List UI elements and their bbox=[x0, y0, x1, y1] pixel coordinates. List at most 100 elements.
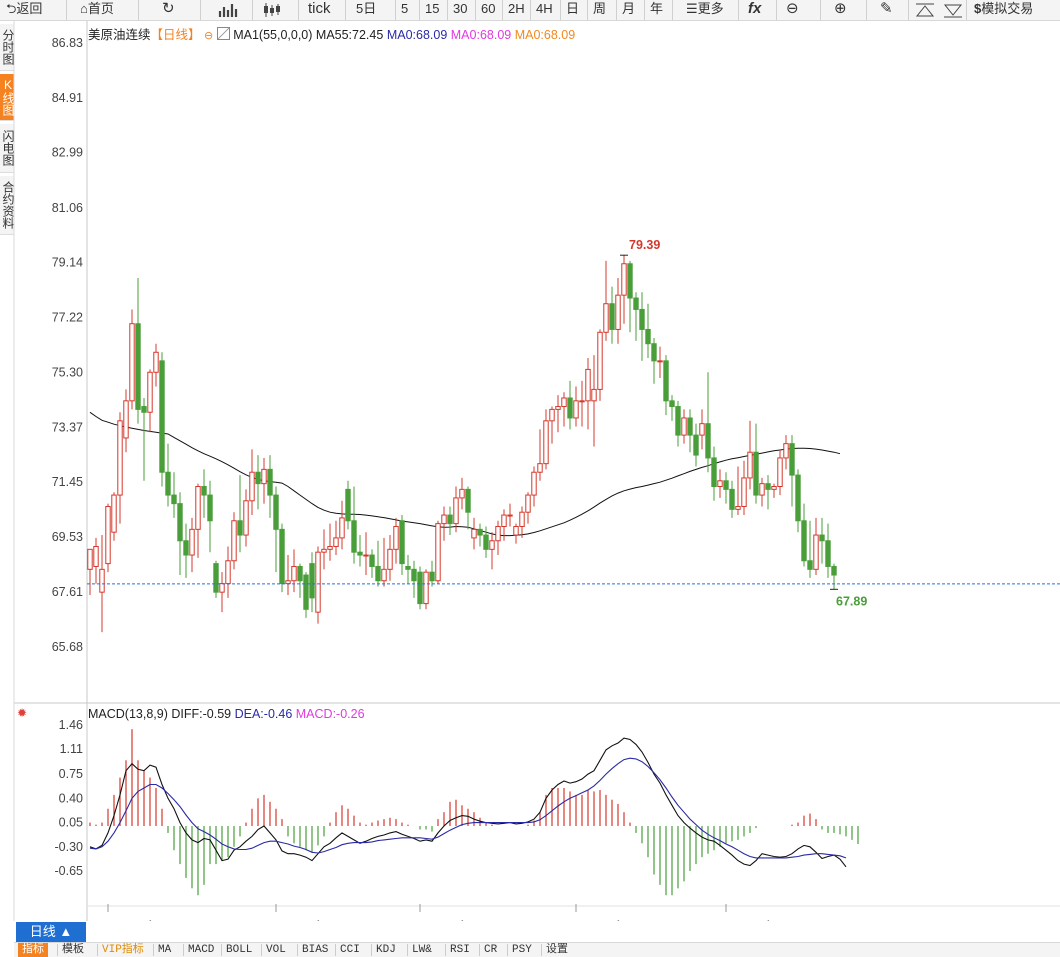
settings-icon[interactable]: ⊖ bbox=[204, 30, 214, 42]
candle-body bbox=[207, 494, 213, 522]
dollar-icon: $ bbox=[974, 1, 982, 16]
candle-body bbox=[555, 406, 561, 410]
candle-body bbox=[591, 388, 597, 402]
ma55-label: MA55:72.45 bbox=[315, 28, 384, 42]
last-price-label: 67.89 bbox=[836, 594, 867, 608]
candle-body bbox=[783, 443, 789, 459]
period-button[interactable]: 5日 bbox=[356, 1, 377, 16]
candle-body bbox=[87, 548, 93, 570]
side-tab[interactable]: 分时图 bbox=[0, 24, 15, 71]
indicator-tab[interactable]: CCI bbox=[340, 944, 360, 956]
candle-body bbox=[615, 294, 621, 330]
candle-body bbox=[273, 494, 279, 530]
period-button[interactable]: 15 bbox=[425, 1, 440, 16]
more-button[interactable]: ☰更多 bbox=[686, 1, 724, 16]
indicator-tab[interactable]: 指标 bbox=[18, 943, 48, 957]
back-button[interactable]: ⮌返回 bbox=[6, 1, 43, 16]
period-button[interactable]: 年 bbox=[650, 1, 664, 16]
candle-body bbox=[423, 571, 429, 605]
period-button[interactable]: 4H bbox=[536, 1, 553, 16]
candle-body bbox=[723, 480, 729, 490]
candle-body bbox=[735, 505, 741, 510]
candle-body bbox=[453, 497, 459, 525]
period-selector[interactable]: 日线 ▲ bbox=[16, 922, 86, 942]
dea-label: DEA:-0.46 bbox=[234, 707, 293, 721]
indicator-tab[interactable]: VOL bbox=[266, 944, 286, 956]
candle-body bbox=[93, 545, 99, 567]
candle-body bbox=[597, 331, 603, 390]
candle-body bbox=[225, 560, 231, 585]
candle-body bbox=[561, 397, 567, 408]
tick-button[interactable]: tick bbox=[308, 0, 331, 17]
candle-body bbox=[663, 360, 669, 402]
price-tick-label: 79.14 bbox=[52, 256, 83, 270]
candle-body bbox=[801, 520, 807, 562]
indicator-tab[interactable]: MACD bbox=[188, 944, 215, 956]
ma55-line bbox=[89, 411, 841, 537]
period-button[interactable]: 月 bbox=[622, 1, 636, 16]
indicator-tab[interactable]: CR bbox=[484, 944, 498, 956]
candle-body bbox=[243, 500, 249, 536]
side-tab[interactable]: 闪电图 bbox=[0, 124, 15, 173]
indicator-tab[interactable]: KDJ bbox=[376, 944, 396, 956]
indicator-tab[interactable]: BIAS bbox=[302, 944, 329, 956]
period-button[interactable]: 60 bbox=[481, 1, 496, 16]
down-triangle-icon bbox=[943, 4, 963, 18]
candle-body bbox=[729, 488, 735, 510]
zoom-out-icon: ⊖ bbox=[786, 0, 799, 17]
candle-body bbox=[345, 488, 351, 522]
sim-trade-button[interactable]: $模拟交易 bbox=[974, 1, 1034, 16]
indicator-tab[interactable]: PSY bbox=[512, 944, 532, 956]
menu-icon: ☰ bbox=[686, 1, 698, 16]
candle-style-button[interactable] bbox=[262, 0, 282, 20]
candle-body bbox=[339, 517, 345, 539]
candle-body bbox=[483, 534, 489, 550]
period-button[interactable]: 5 bbox=[401, 1, 409, 16]
candle-body bbox=[699, 423, 705, 436]
candle-body bbox=[627, 263, 633, 299]
candle-body bbox=[501, 514, 507, 527]
formula-button[interactable]: fx bbox=[748, 0, 762, 17]
indicator-tab[interactable]: BOLL bbox=[226, 944, 253, 956]
home-button[interactable]: ⌂首页 bbox=[80, 1, 114, 16]
candle-body bbox=[201, 486, 207, 496]
indicator-tab[interactable]: LW& bbox=[412, 944, 432, 956]
zoom-out-button[interactable]: ⊖ bbox=[786, 0, 799, 20]
draw-button[interactable]: ✎ bbox=[880, 0, 893, 20]
indicator-tab[interactable]: 设置 bbox=[546, 944, 568, 956]
candle-body bbox=[579, 400, 585, 403]
candle-body bbox=[633, 297, 639, 310]
candle-body bbox=[351, 520, 357, 553]
side-tab[interactable]: K线图 bbox=[0, 74, 15, 121]
x-tick-label: 2024/11 bbox=[288, 919, 333, 921]
indicator-tab[interactable]: VIP指标 bbox=[102, 944, 144, 956]
candle-body bbox=[129, 323, 135, 402]
candle-body bbox=[771, 486, 777, 490]
indicator-tab[interactable]: 模板 bbox=[62, 944, 84, 956]
period-button[interactable]: 30 bbox=[453, 1, 468, 16]
indicator-tab[interactable]: RSI bbox=[450, 944, 470, 956]
indicator-icon[interactable] bbox=[216, 27, 230, 40]
price-tick-label: 81.06 bbox=[52, 201, 83, 215]
candle-body bbox=[111, 494, 117, 533]
period-button[interactable]: 日 bbox=[566, 1, 580, 16]
chart-type-button[interactable] bbox=[218, 0, 238, 20]
candle-body bbox=[519, 511, 525, 527]
candle-body bbox=[159, 360, 165, 473]
candle-body bbox=[807, 560, 813, 570]
chart-area: 86.83 84.91 82.99 81.06 79.14 77.22 75.30 73.37… bbox=[13, 21, 1060, 921]
macd-settings-icon[interactable]: ✹ bbox=[17, 706, 28, 720]
period-button[interactable]: 2H bbox=[508, 1, 525, 16]
refresh-button[interactable]: ↻ bbox=[162, 0, 175, 20]
price-tick-label: 71.45 bbox=[52, 475, 83, 489]
indicator-tab[interactable]: MA bbox=[158, 944, 172, 956]
candle-body bbox=[573, 400, 579, 419]
up-indicator-button[interactable] bbox=[914, 0, 936, 20]
candle-body bbox=[297, 565, 303, 582]
candle-body bbox=[117, 420, 123, 496]
down-indicator-button[interactable] bbox=[942, 0, 964, 20]
side-tab[interactable]: 合约资料 bbox=[0, 176, 15, 235]
zoom-in-button[interactable]: ⊕ bbox=[834, 0, 847, 20]
candle-body bbox=[183, 540, 189, 556]
period-button[interactable]: 周 bbox=[593, 1, 607, 16]
